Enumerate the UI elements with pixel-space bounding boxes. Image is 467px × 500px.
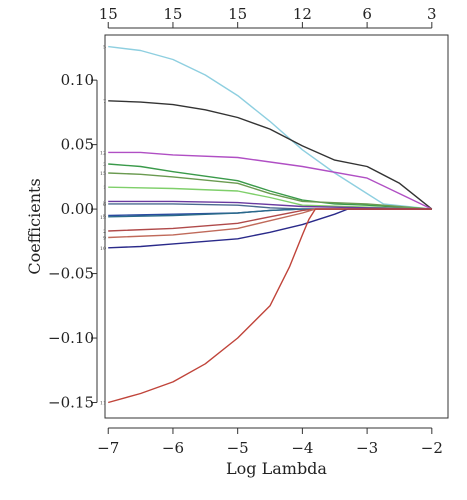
- axis-layer: −7 −6 −5 −4 −3 −215 15 15 12 6 3−0.15−0.10−0.050.0…: [48, 5, 449, 457]
- series-label-1: 1: [103, 185, 106, 191]
- top-tick-label: 12: [293, 5, 312, 23]
- y-tick-label: −0.05: [48, 265, 94, 283]
- y-tick-label: 0.10: [61, 71, 94, 89]
- series-line-15: [108, 172, 432, 210]
- top-tick-label: 15: [163, 5, 182, 23]
- x-tick-label: −5: [227, 439, 249, 457]
- series-line-13: [108, 208, 432, 218]
- top-tick-label: 15: [99, 5, 118, 23]
- series-label-13: 13: [100, 215, 106, 221]
- x-axis-title: Log Lambda: [226, 459, 327, 478]
- top-tick-label: 15: [228, 5, 247, 23]
- series-line-10: [108, 208, 432, 249]
- top-tick-label: 6: [362, 5, 372, 23]
- series-label-11: 11: [100, 401, 106, 407]
- series-label-4: 4: [103, 199, 106, 205]
- series-label-6: 6: [103, 202, 106, 208]
- y-axis-title: Coefficients: [25, 178, 44, 274]
- series-line-9: [108, 208, 432, 239]
- series-label-8: 8: [103, 214, 106, 220]
- y-tick-label: −0.15: [48, 394, 94, 412]
- series-label-9: 9: [103, 235, 106, 241]
- series-line-7: [108, 100, 433, 210]
- plot-frame: [104, 34, 449, 419]
- series-label-5: 5: [103, 45, 106, 51]
- series-label-10: 10: [100, 246, 106, 252]
- y-tick-label: 0.00: [61, 200, 94, 218]
- series-line-3: [108, 163, 432, 210]
- x-tick-label: −3: [356, 439, 378, 457]
- series-label-2: 2: [103, 229, 106, 235]
- series-label-15: 15: [100, 171, 106, 177]
- series-label-7: 7: [103, 99, 106, 105]
- y-tick-label: 0.05: [61, 136, 94, 154]
- series-layer: 5 7 12 3 15 1 46 813 29 10 11: [100, 45, 433, 407]
- x-tick-label: −7: [97, 439, 119, 457]
- series-line-11: [108, 208, 432, 404]
- series-line-1: [108, 186, 432, 210]
- series-label-12: 12: [100, 150, 106, 156]
- top-tick-label: 3: [427, 5, 437, 23]
- series-label-3: 3: [103, 162, 106, 168]
- y-tick-label: −0.10: [48, 329, 94, 347]
- series-line-12: [108, 151, 433, 210]
- x-tick-label: −2: [421, 439, 443, 457]
- x-tick-label: −4: [291, 439, 313, 457]
- series-line-5: [108, 45, 432, 210]
- series-line-4: [108, 200, 432, 210]
- x-tick-label: −6: [162, 439, 184, 457]
